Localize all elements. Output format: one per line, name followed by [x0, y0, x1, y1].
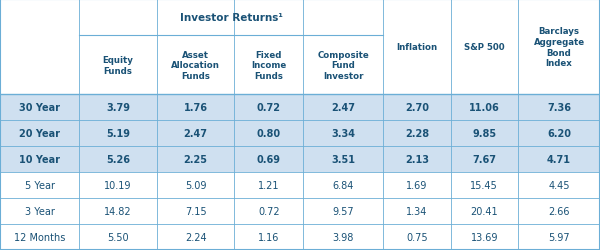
- Text: 0.72: 0.72: [258, 206, 280, 216]
- Text: 2.13: 2.13: [405, 154, 429, 164]
- Text: 1.34: 1.34: [406, 206, 428, 216]
- Bar: [0, 147, 600, 172]
- Bar: [0, 198, 600, 224]
- Text: 9.85: 9.85: [472, 129, 496, 139]
- Text: 4.45: 4.45: [548, 180, 570, 190]
- Text: 14.82: 14.82: [104, 206, 132, 216]
- Text: Asset
Allocation
Funds: Asset Allocation Funds: [171, 50, 220, 81]
- Text: 1.16: 1.16: [258, 232, 280, 242]
- Text: 0.72: 0.72: [257, 103, 281, 113]
- Text: Inflation: Inflation: [396, 43, 437, 52]
- Text: 6.84: 6.84: [332, 180, 354, 190]
- Text: Investor Returns¹: Investor Returns¹: [180, 13, 283, 23]
- Bar: [0, 172, 600, 198]
- Text: 20 Year: 20 Year: [19, 129, 60, 139]
- Text: 6.20: 6.20: [547, 129, 571, 139]
- Text: 1.21: 1.21: [258, 180, 280, 190]
- Text: 2.66: 2.66: [548, 206, 570, 216]
- Text: 0.69: 0.69: [257, 154, 281, 164]
- Text: 10.19: 10.19: [104, 180, 132, 190]
- Text: 2.24: 2.24: [185, 232, 206, 242]
- Text: 2.25: 2.25: [184, 154, 208, 164]
- Text: 2.47: 2.47: [184, 129, 208, 139]
- Text: 10 Year: 10 Year: [19, 154, 60, 164]
- Text: 7.67: 7.67: [472, 154, 496, 164]
- Text: 11.06: 11.06: [469, 103, 500, 113]
- Text: Equity
Funds: Equity Funds: [103, 56, 133, 76]
- Text: 3 Year: 3 Year: [25, 206, 55, 216]
- Text: 4.71: 4.71: [547, 154, 571, 164]
- Bar: [0, 224, 600, 250]
- Text: 5.50: 5.50: [107, 232, 129, 242]
- Text: 5.97: 5.97: [548, 232, 570, 242]
- Text: 15.45: 15.45: [470, 180, 498, 190]
- Text: 3.51: 3.51: [331, 154, 355, 164]
- Text: 13.69: 13.69: [470, 232, 498, 242]
- Text: 3.34: 3.34: [331, 129, 355, 139]
- Text: 5.26: 5.26: [106, 154, 130, 164]
- Text: 2.28: 2.28: [405, 129, 429, 139]
- Text: 9.57: 9.57: [332, 206, 354, 216]
- Text: 0.80: 0.80: [257, 129, 281, 139]
- Text: 5.09: 5.09: [185, 180, 206, 190]
- Text: 5 Year: 5 Year: [25, 180, 55, 190]
- Text: 7.36: 7.36: [547, 103, 571, 113]
- Text: Barclays
Aggregate
Bond
Index: Barclays Aggregate Bond Index: [533, 27, 584, 68]
- Text: 20.41: 20.41: [470, 206, 498, 216]
- Text: 5.19: 5.19: [106, 129, 130, 139]
- Text: Composite
Fund
Investor: Composite Fund Investor: [317, 50, 369, 81]
- Bar: [0, 95, 600, 121]
- Text: 2.70: 2.70: [405, 103, 429, 113]
- Text: 7.15: 7.15: [185, 206, 206, 216]
- Bar: [0, 121, 600, 147]
- Text: Fixed
Income
Funds: Fixed Income Funds: [251, 50, 287, 81]
- Text: S&P 500: S&P 500: [464, 43, 505, 52]
- Text: 3.79: 3.79: [106, 103, 130, 113]
- Text: 3.98: 3.98: [332, 232, 354, 242]
- Text: 12 Months: 12 Months: [14, 232, 65, 242]
- Text: 0.75: 0.75: [406, 232, 428, 242]
- Text: 1.76: 1.76: [184, 103, 208, 113]
- Text: 30 Year: 30 Year: [19, 103, 60, 113]
- Text: 1.69: 1.69: [406, 180, 428, 190]
- Text: 2.47: 2.47: [331, 103, 355, 113]
